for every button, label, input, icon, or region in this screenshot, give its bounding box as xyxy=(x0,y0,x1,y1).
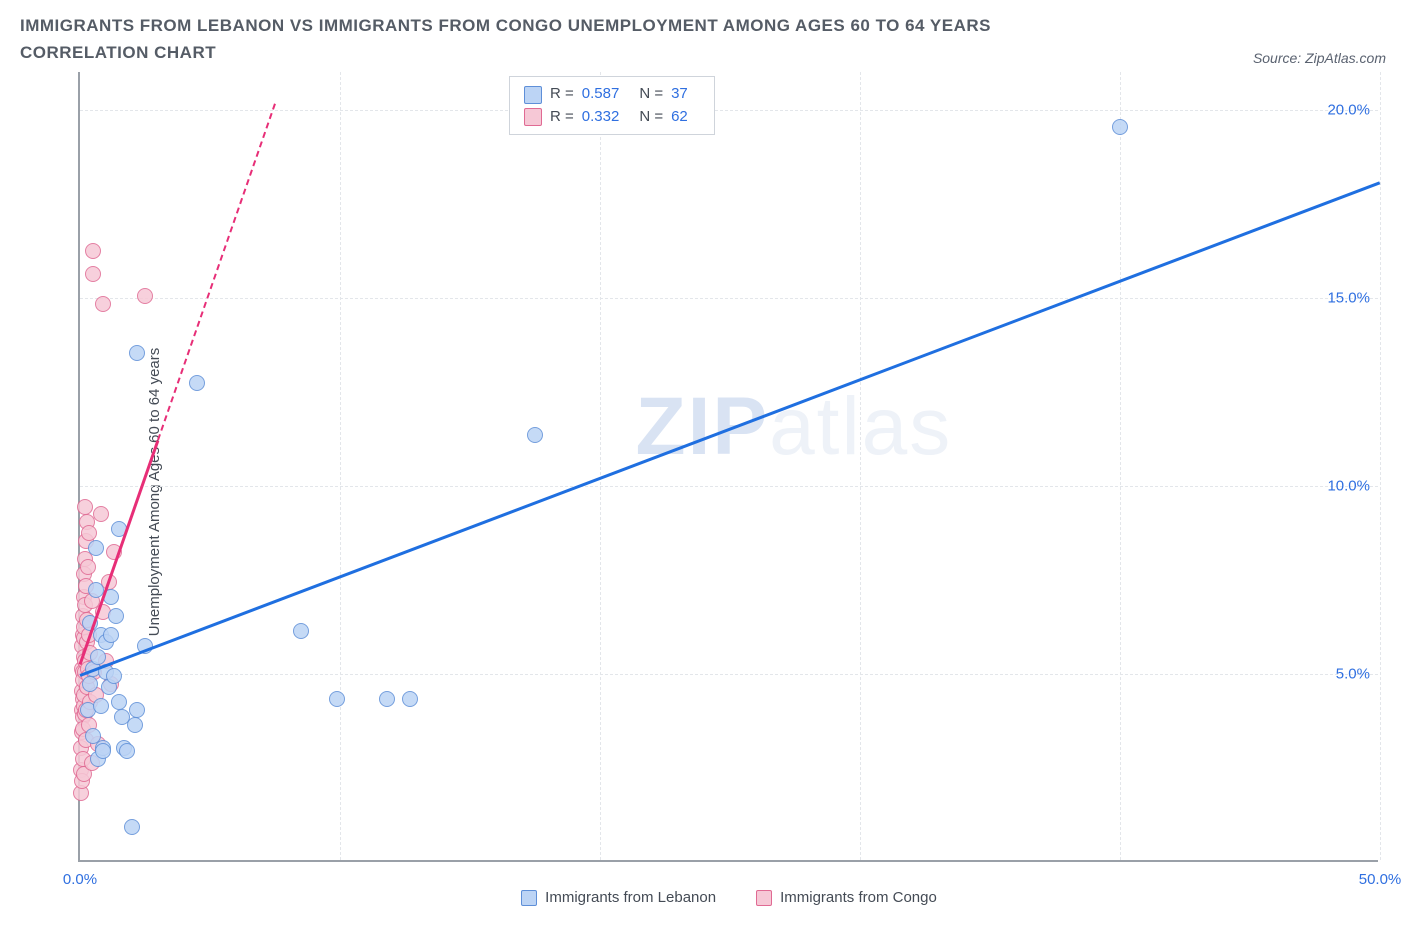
gridline-vertical xyxy=(340,72,341,860)
gridline-vertical xyxy=(1380,72,1381,860)
x-tick-label: 50.0% xyxy=(1359,871,1402,888)
data-point xyxy=(127,717,143,733)
data-point xyxy=(85,266,101,282)
y-tick-label: 10.0% xyxy=(1327,478,1370,495)
data-point xyxy=(82,676,98,692)
data-point xyxy=(95,296,111,312)
plot-area: ZIPatlas 5.0%10.0%15.0%20.0%0.0%50.0%R =… xyxy=(78,72,1378,862)
stats-legend: R = 0.587N = 37R = 0.332N = 62 xyxy=(509,76,715,135)
gridline-horizontal xyxy=(80,674,1378,675)
data-point xyxy=(93,698,109,714)
data-point xyxy=(103,627,119,643)
data-point xyxy=(108,608,124,624)
legend-swatch xyxy=(524,86,542,104)
data-point xyxy=(85,243,101,259)
data-point xyxy=(129,345,145,361)
legend-label: Immigrants from Congo xyxy=(780,889,937,906)
correlation-chart: Unemployment Among Ages 60 to 64 years Z… xyxy=(20,72,1386,912)
data-point xyxy=(1112,119,1128,135)
legend-item: Immigrants from Lebanon xyxy=(521,889,716,906)
data-point xyxy=(527,427,543,443)
data-point xyxy=(95,743,111,759)
data-point xyxy=(81,525,97,541)
data-point xyxy=(93,506,109,522)
watermark: ZIPatlas xyxy=(635,380,952,474)
gridline-vertical xyxy=(1120,72,1121,860)
y-tick-label: 20.0% xyxy=(1327,101,1370,118)
data-point xyxy=(293,623,309,639)
data-point xyxy=(189,375,205,391)
legend-label: Immigrants from Lebanon xyxy=(545,889,716,906)
gridline-horizontal xyxy=(80,110,1378,111)
series-legend: Immigrants from Lebanon Immigrants from C… xyxy=(80,889,1378,906)
legend-item: Immigrants from Congo xyxy=(756,889,937,906)
data-point xyxy=(402,691,418,707)
legend-swatch xyxy=(521,890,537,906)
data-point xyxy=(124,819,140,835)
data-point xyxy=(80,559,96,575)
y-tick-label: 5.0% xyxy=(1336,666,1370,683)
data-point xyxy=(88,582,104,598)
chart-title: IMMIGRANTS FROM LEBANON VS IMMIGRANTS FR… xyxy=(20,12,1120,66)
legend-swatch xyxy=(756,890,772,906)
legend-swatch xyxy=(524,108,542,126)
data-point xyxy=(119,743,135,759)
data-point xyxy=(88,540,104,556)
data-point xyxy=(137,288,153,304)
data-point xyxy=(129,702,145,718)
y-tick-label: 15.0% xyxy=(1327,290,1370,307)
trend-line xyxy=(79,182,1380,678)
data-point xyxy=(329,691,345,707)
data-point xyxy=(90,649,106,665)
gridline-horizontal xyxy=(80,486,1378,487)
trend-line xyxy=(157,103,276,440)
gridline-horizontal xyxy=(80,298,1378,299)
data-point xyxy=(77,499,93,515)
data-point xyxy=(379,691,395,707)
data-point xyxy=(106,668,122,684)
gridline-vertical xyxy=(860,72,861,860)
x-tick-label: 0.0% xyxy=(63,871,97,888)
source-label: Source: ZipAtlas.com xyxy=(1253,50,1386,66)
data-point xyxy=(111,694,127,710)
gridline-vertical xyxy=(600,72,601,860)
